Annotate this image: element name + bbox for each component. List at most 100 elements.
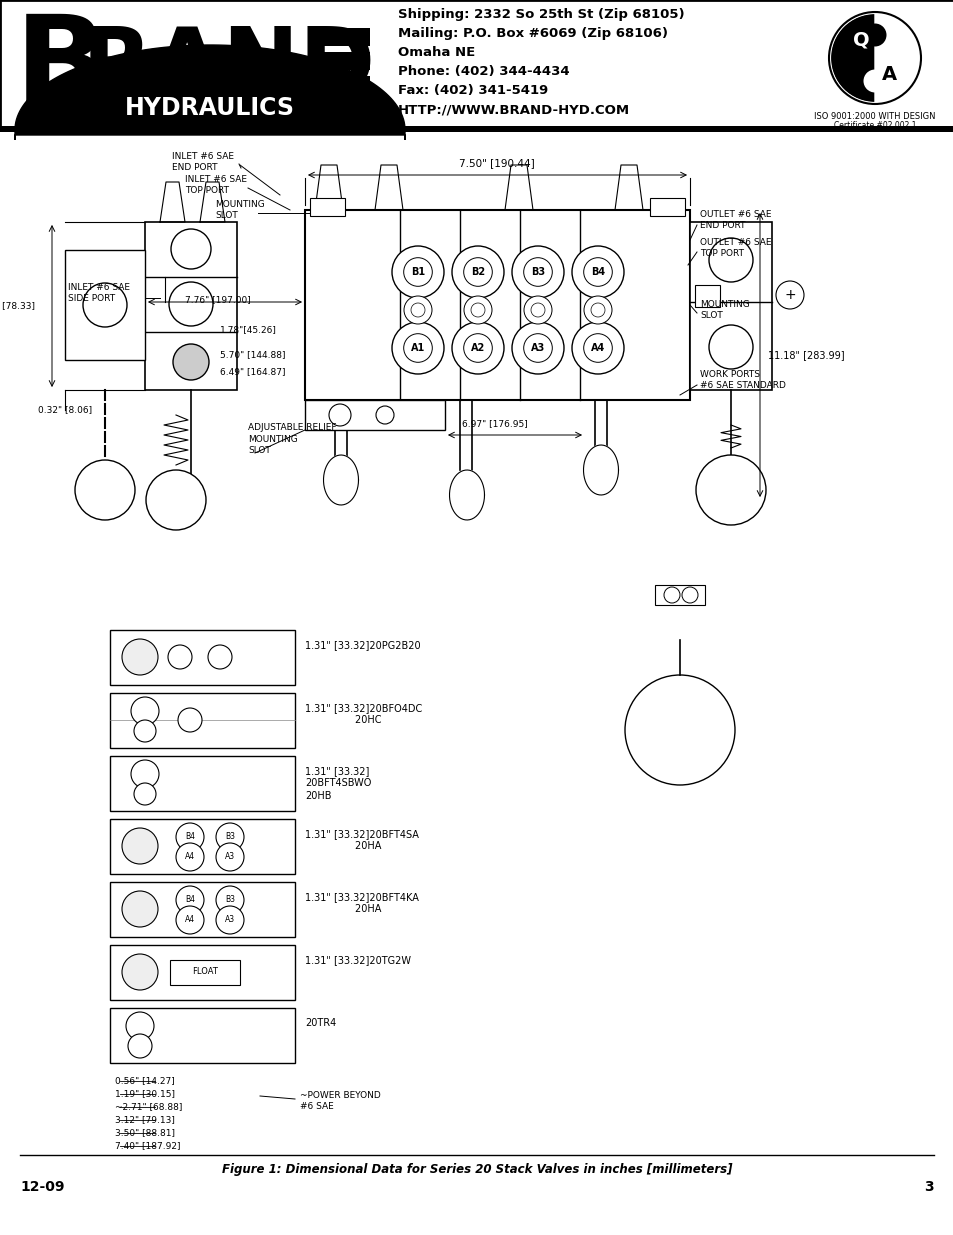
Polygon shape: [375, 165, 402, 210]
Circle shape: [126, 1011, 153, 1040]
Polygon shape: [323, 454, 358, 505]
Circle shape: [215, 823, 244, 851]
Text: Shipping: 2332 So 25th St (Zip 68105): Shipping: 2332 So 25th St (Zip 68105): [397, 7, 684, 21]
Text: B4: B4: [185, 832, 194, 841]
Text: A2: A2: [471, 343, 485, 353]
Circle shape: [175, 885, 204, 914]
Circle shape: [708, 238, 752, 282]
Circle shape: [463, 333, 492, 362]
Bar: [110, 756, 294, 811]
Polygon shape: [200, 182, 225, 222]
Text: B3: B3: [531, 267, 544, 277]
Bar: [649, 198, 684, 216]
Text: B1: B1: [411, 267, 425, 277]
Polygon shape: [504, 165, 533, 210]
Text: 1.31" [33.32]20BFT4KA
                20HA: 1.31" [33.32]20BFT4KA 20HA: [305, 892, 418, 914]
Bar: [314, 77, 370, 94]
Bar: [65, 249, 145, 359]
Text: B2: B2: [471, 267, 484, 277]
Circle shape: [583, 258, 612, 287]
Circle shape: [775, 282, 803, 309]
Text: A1: A1: [411, 343, 425, 353]
Circle shape: [681, 587, 698, 603]
Bar: [0, 0, 953, 130]
Text: FLOAT: FLOAT: [192, 967, 217, 977]
Circle shape: [452, 322, 503, 374]
Circle shape: [169, 282, 213, 326]
Circle shape: [523, 333, 552, 362]
Text: ADJUSTABLE RELIEF: ADJUSTABLE RELIEF: [248, 422, 336, 431]
Text: 1.31" [33.32]20PG2B20: 1.31" [33.32]20PG2B20: [305, 640, 420, 650]
Circle shape: [392, 322, 443, 374]
Circle shape: [512, 246, 563, 298]
Text: A3: A3: [530, 343, 544, 353]
Text: 7.50" [190.44]: 7.50" [190.44]: [458, 158, 535, 168]
Circle shape: [178, 708, 202, 732]
Text: B4: B4: [185, 895, 194, 904]
Text: INLET #6 SAE
TOP PORT: INLET #6 SAE TOP PORT: [185, 175, 247, 195]
Polygon shape: [15, 44, 405, 140]
Circle shape: [131, 697, 159, 725]
Text: A4: A4: [590, 343, 604, 353]
Text: A4: A4: [185, 852, 194, 862]
Circle shape: [215, 906, 244, 934]
Bar: [145, 222, 236, 390]
Text: 0.32" [8.06]: 0.32" [8.06]: [38, 405, 92, 414]
Bar: [655, 585, 704, 605]
Circle shape: [172, 345, 209, 380]
Circle shape: [583, 333, 612, 362]
Text: MOUNTING
SLOT: MOUNTING SLOT: [248, 435, 297, 454]
Text: 5.70" [144.88]: 5.70" [144.88]: [220, 351, 285, 359]
Bar: [314, 28, 370, 46]
Circle shape: [862, 23, 885, 47]
Circle shape: [572, 322, 623, 374]
Text: Fax: (402) 341-5419: Fax: (402) 341-5419: [397, 84, 548, 98]
Bar: [0, 126, 953, 132]
Bar: [305, 210, 689, 400]
Text: OUTLET #6 SAE
TOP PORT: OUTLET #6 SAE TOP PORT: [700, 238, 771, 258]
Text: HYDRAULICS: HYDRAULICS: [125, 96, 294, 120]
Circle shape: [215, 844, 244, 871]
Circle shape: [375, 406, 394, 424]
Polygon shape: [874, 12, 920, 104]
Circle shape: [75, 459, 135, 520]
Bar: [110, 819, 294, 874]
Circle shape: [512, 322, 563, 374]
Text: INLET #6 SAE
SIDE PORT: INLET #6 SAE SIDE PORT: [68, 283, 130, 303]
Circle shape: [463, 258, 492, 287]
Text: A: A: [881, 64, 896, 84]
Circle shape: [403, 258, 432, 287]
Polygon shape: [615, 165, 642, 210]
Bar: [110, 630, 294, 685]
Bar: [689, 222, 771, 390]
Circle shape: [624, 676, 734, 785]
Circle shape: [403, 296, 432, 324]
Circle shape: [663, 587, 679, 603]
Circle shape: [572, 246, 623, 298]
Text: 12-09: 12-09: [20, 1179, 65, 1194]
Circle shape: [523, 258, 552, 287]
Text: ~2.71" [68.88]: ~2.71" [68.88]: [115, 1103, 182, 1112]
Circle shape: [175, 906, 204, 934]
Polygon shape: [583, 445, 618, 495]
Circle shape: [583, 296, 612, 324]
Text: 3: 3: [923, 1179, 933, 1194]
Circle shape: [403, 333, 432, 362]
Text: 1.19" [30.15]: 1.19" [30.15]: [115, 1089, 174, 1098]
Circle shape: [215, 885, 244, 914]
Bar: [110, 882, 294, 937]
Text: Figure 1: Dimensional Data for Series 20 Stack Valves in inches [millimeters]: Figure 1: Dimensional Data for Series 20…: [221, 1163, 732, 1176]
Circle shape: [329, 404, 351, 426]
Text: B4: B4: [590, 267, 604, 277]
Circle shape: [208, 645, 232, 669]
Circle shape: [122, 890, 158, 927]
Text: 0.56" [14.27]: 0.56" [14.27]: [115, 1077, 174, 1086]
Text: 6.97" [176.95]: 6.97" [176.95]: [461, 419, 527, 429]
Text: 11.18" [283.99]: 11.18" [283.99]: [767, 350, 843, 359]
Circle shape: [171, 228, 211, 269]
Bar: [310, 198, 345, 216]
Text: 3.50" [88.81]: 3.50" [88.81]: [115, 1129, 174, 1137]
Polygon shape: [314, 165, 343, 210]
Bar: [110, 1008, 294, 1063]
Circle shape: [175, 844, 204, 871]
